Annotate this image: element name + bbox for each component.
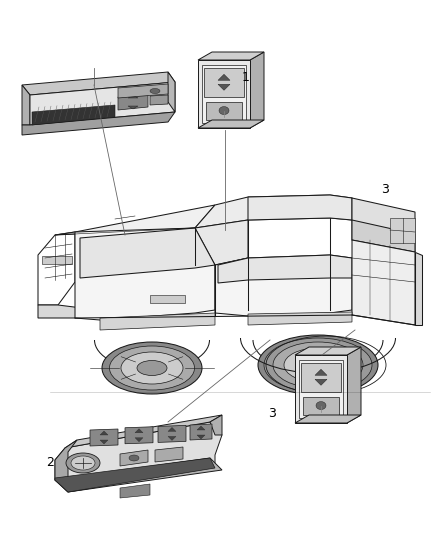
Polygon shape: [218, 74, 230, 80]
Polygon shape: [90, 429, 118, 446]
Polygon shape: [190, 424, 212, 440]
Polygon shape: [30, 82, 175, 125]
Polygon shape: [250, 52, 264, 128]
Polygon shape: [198, 120, 264, 128]
Polygon shape: [352, 198, 415, 252]
Polygon shape: [155, 447, 183, 462]
Polygon shape: [303, 397, 339, 415]
Ellipse shape: [102, 342, 202, 394]
Text: 3: 3: [268, 407, 276, 419]
Polygon shape: [135, 429, 143, 433]
Polygon shape: [100, 431, 108, 435]
Polygon shape: [168, 437, 176, 440]
Ellipse shape: [129, 455, 139, 461]
Polygon shape: [206, 102, 242, 119]
Polygon shape: [195, 195, 352, 228]
Ellipse shape: [110, 346, 194, 390]
Polygon shape: [32, 105, 115, 125]
Ellipse shape: [258, 335, 378, 395]
Polygon shape: [415, 252, 422, 325]
Ellipse shape: [150, 88, 160, 93]
Polygon shape: [75, 228, 215, 320]
Polygon shape: [55, 422, 222, 492]
Polygon shape: [120, 484, 150, 498]
Polygon shape: [55, 458, 215, 492]
Polygon shape: [218, 84, 230, 90]
Polygon shape: [352, 240, 415, 325]
Polygon shape: [100, 440, 108, 444]
Polygon shape: [215, 255, 352, 316]
Polygon shape: [295, 415, 361, 423]
Polygon shape: [22, 112, 175, 135]
Polygon shape: [22, 85, 30, 125]
Polygon shape: [202, 65, 246, 123]
Polygon shape: [301, 363, 341, 392]
Polygon shape: [198, 52, 264, 60]
Polygon shape: [347, 347, 361, 423]
Polygon shape: [22, 72, 175, 95]
Polygon shape: [352, 220, 415, 252]
Polygon shape: [168, 72, 175, 112]
Polygon shape: [55, 458, 222, 492]
Polygon shape: [195, 220, 248, 265]
Polygon shape: [158, 425, 186, 442]
Polygon shape: [125, 427, 153, 444]
Polygon shape: [135, 438, 143, 442]
Polygon shape: [118, 94, 148, 110]
Polygon shape: [118, 84, 168, 98]
Polygon shape: [218, 255, 352, 283]
Ellipse shape: [302, 357, 334, 373]
Polygon shape: [210, 415, 222, 435]
Polygon shape: [55, 205, 215, 235]
Ellipse shape: [219, 107, 229, 115]
Bar: [42, 256, 72, 264]
Text: 3: 3: [381, 183, 389, 196]
Ellipse shape: [66, 453, 100, 473]
Ellipse shape: [284, 348, 352, 382]
Bar: [150, 295, 185, 303]
Text: 2: 2: [46, 456, 54, 469]
Polygon shape: [80, 228, 215, 278]
Polygon shape: [100, 313, 215, 330]
Polygon shape: [38, 305, 82, 318]
Polygon shape: [197, 426, 205, 430]
Ellipse shape: [316, 401, 326, 409]
Polygon shape: [295, 347, 361, 355]
Polygon shape: [120, 450, 148, 466]
Polygon shape: [295, 355, 347, 423]
Polygon shape: [128, 95, 138, 98]
Polygon shape: [315, 369, 327, 375]
Polygon shape: [65, 415, 222, 448]
Polygon shape: [198, 60, 250, 128]
Text: 1: 1: [241, 71, 249, 84]
Polygon shape: [299, 360, 343, 418]
Ellipse shape: [264, 338, 372, 392]
Ellipse shape: [121, 352, 183, 384]
Polygon shape: [55, 440, 77, 490]
Polygon shape: [248, 312, 352, 325]
Polygon shape: [168, 427, 176, 431]
Polygon shape: [248, 195, 352, 220]
Ellipse shape: [71, 456, 95, 470]
Polygon shape: [150, 95, 168, 105]
Ellipse shape: [273, 342, 363, 388]
Ellipse shape: [137, 360, 167, 376]
Polygon shape: [204, 68, 244, 96]
Bar: [390, 218, 415, 243]
Polygon shape: [128, 106, 138, 109]
Polygon shape: [197, 435, 205, 439]
Polygon shape: [315, 379, 327, 385]
